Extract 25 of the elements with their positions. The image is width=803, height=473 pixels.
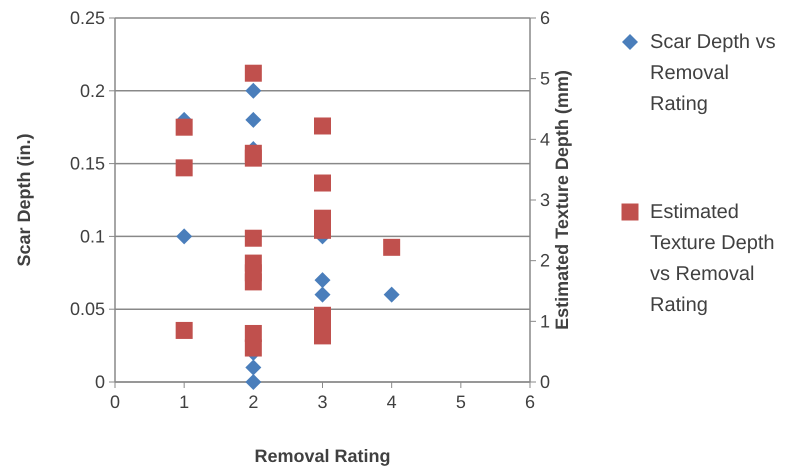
x-tick-label: 5 (456, 392, 466, 412)
y2-tick-label: 2 (540, 250, 550, 271)
x-tick-label: 6 (524, 392, 536, 412)
y-tick-label: 0.05 (70, 299, 105, 320)
y-axis-title: Scar Depth (in.) (14, 133, 34, 267)
legend-label: Estimated Texture Depth vs Removal Rating (650, 201, 775, 316)
x-tick-label: 0 (110, 392, 120, 412)
x-axis-title: Removal Rating (254, 446, 391, 466)
y2-axis-title: Estimated Texture Depth (mm) (552, 70, 572, 330)
y-tick-label: 0.2 (80, 80, 105, 101)
y2-tick-label: 3 (540, 190, 550, 210)
y2-tick-label: 5 (540, 68, 550, 89)
y-tick-label: 0.1 (80, 226, 105, 246)
y-tick-label: 0.25 (70, 8, 105, 28)
y2-tick-label: 4 (540, 129, 550, 150)
y2-tick-label: 6 (540, 8, 550, 28)
y2-tick-label: 0 (540, 372, 550, 392)
y-tick-label: 0.15 (70, 154, 105, 174)
legend-label: Scar Depth vs Removal Rating (650, 31, 776, 115)
x-tick-label: 4 (386, 392, 397, 412)
y2-tick-label: 1 (540, 311, 550, 332)
x-tick-label: 1 (179, 392, 190, 412)
x-tick-label: 2 (248, 392, 258, 412)
x-tick-label: 3 (317, 392, 328, 412)
y-tick-label: 0 (94, 372, 105, 392)
